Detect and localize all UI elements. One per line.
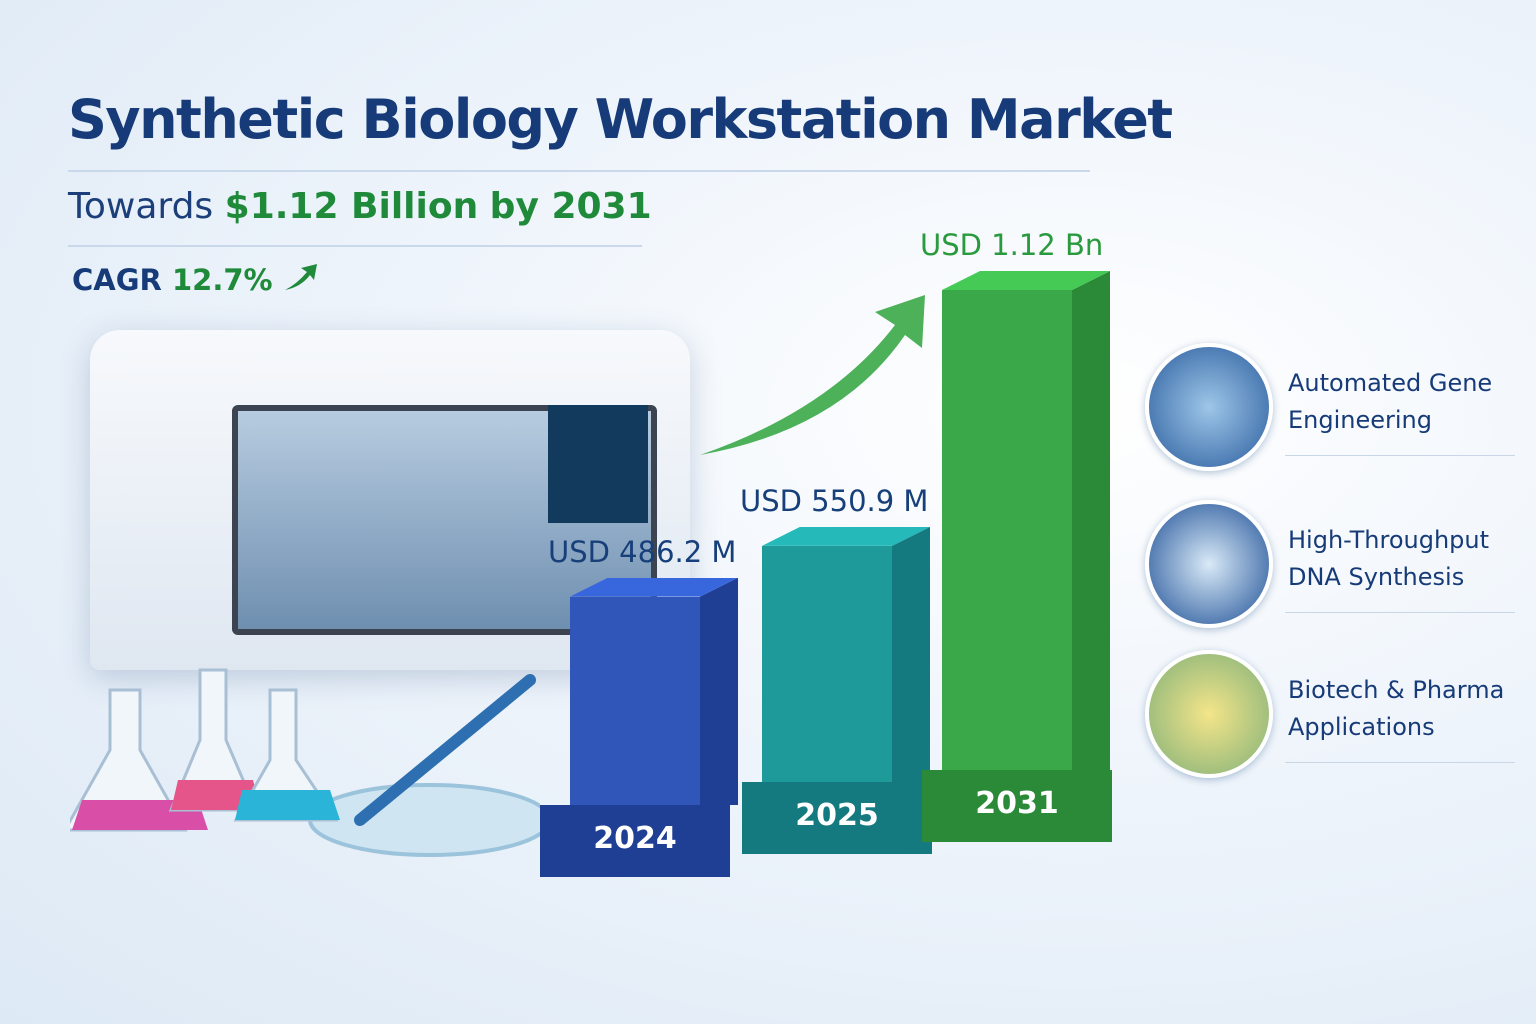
subtitle: Towards $1.12 Billion by 2031	[68, 186, 652, 227]
bar-pedestal	[742, 782, 932, 854]
well-plate-icon	[1145, 500, 1273, 628]
feature-label: Automated Gene	[1288, 369, 1493, 397]
bar-pedestal	[922, 770, 1112, 842]
cagr-value: 12.7%	[171, 263, 273, 297]
flask-plant-icon	[1145, 650, 1273, 778]
page-title: Synthetic Biology Workstation Market	[68, 88, 1173, 151]
bar-top	[942, 271, 1110, 290]
bar	[942, 290, 1072, 770]
bar	[762, 545, 892, 782]
bar	[570, 596, 700, 805]
divider	[1285, 762, 1515, 763]
divider	[68, 170, 1090, 172]
feature-biotech-pharma-applications: Biotech & Pharma Applications	[1145, 650, 1515, 778]
divider	[68, 245, 642, 247]
feature-label: Biotech & Pharma	[1288, 676, 1505, 704]
subtitle-suffix: by 2031	[489, 186, 652, 227]
year-label: 2031	[975, 786, 1059, 821]
data-label: USD 1.12 Bn	[920, 228, 1104, 262]
feature-label: DNA Synthesis	[1288, 563, 1465, 591]
workstation-display	[548, 405, 648, 523]
growth-arrow-icon	[700, 295, 925, 455]
bar-side	[892, 526, 930, 782]
bar-side	[700, 577, 738, 805]
feature-automated-gene-engineering: Automated Gene Engineering	[1145, 343, 1515, 471]
bar-pedestal	[540, 805, 730, 877]
divider	[1285, 455, 1515, 456]
year-label: 2025	[795, 798, 879, 833]
subtitle-value: $1.12 Billion	[224, 186, 479, 227]
bar-top	[570, 577, 738, 597]
data-label: USD 550.9 M	[740, 483, 929, 518]
robotic-arm-icon	[1145, 343, 1273, 471]
subtitle-prefix: Towards	[68, 186, 214, 227]
feature-label: High-Throughput	[1288, 526, 1490, 554]
feature-high-throughput-dna-synthesis: High-Throughput DNA Synthesis	[1145, 500, 1515, 628]
trend-arrow-icon	[284, 264, 317, 290]
bar-side	[1072, 271, 1110, 770]
year-label: 2024	[593, 821, 677, 856]
divider	[1285, 612, 1515, 613]
cagr: CAGR 12.7%	[72, 262, 319, 297]
lab-glassware-illustration	[70, 668, 540, 857]
bar-top	[762, 526, 930, 546]
data-label: USD 486.2 M	[548, 534, 737, 569]
feature-label: Applications	[1288, 713, 1435, 741]
feature-label: Engineering	[1288, 406, 1432, 434]
cagr-label: CAGR	[72, 263, 162, 297]
